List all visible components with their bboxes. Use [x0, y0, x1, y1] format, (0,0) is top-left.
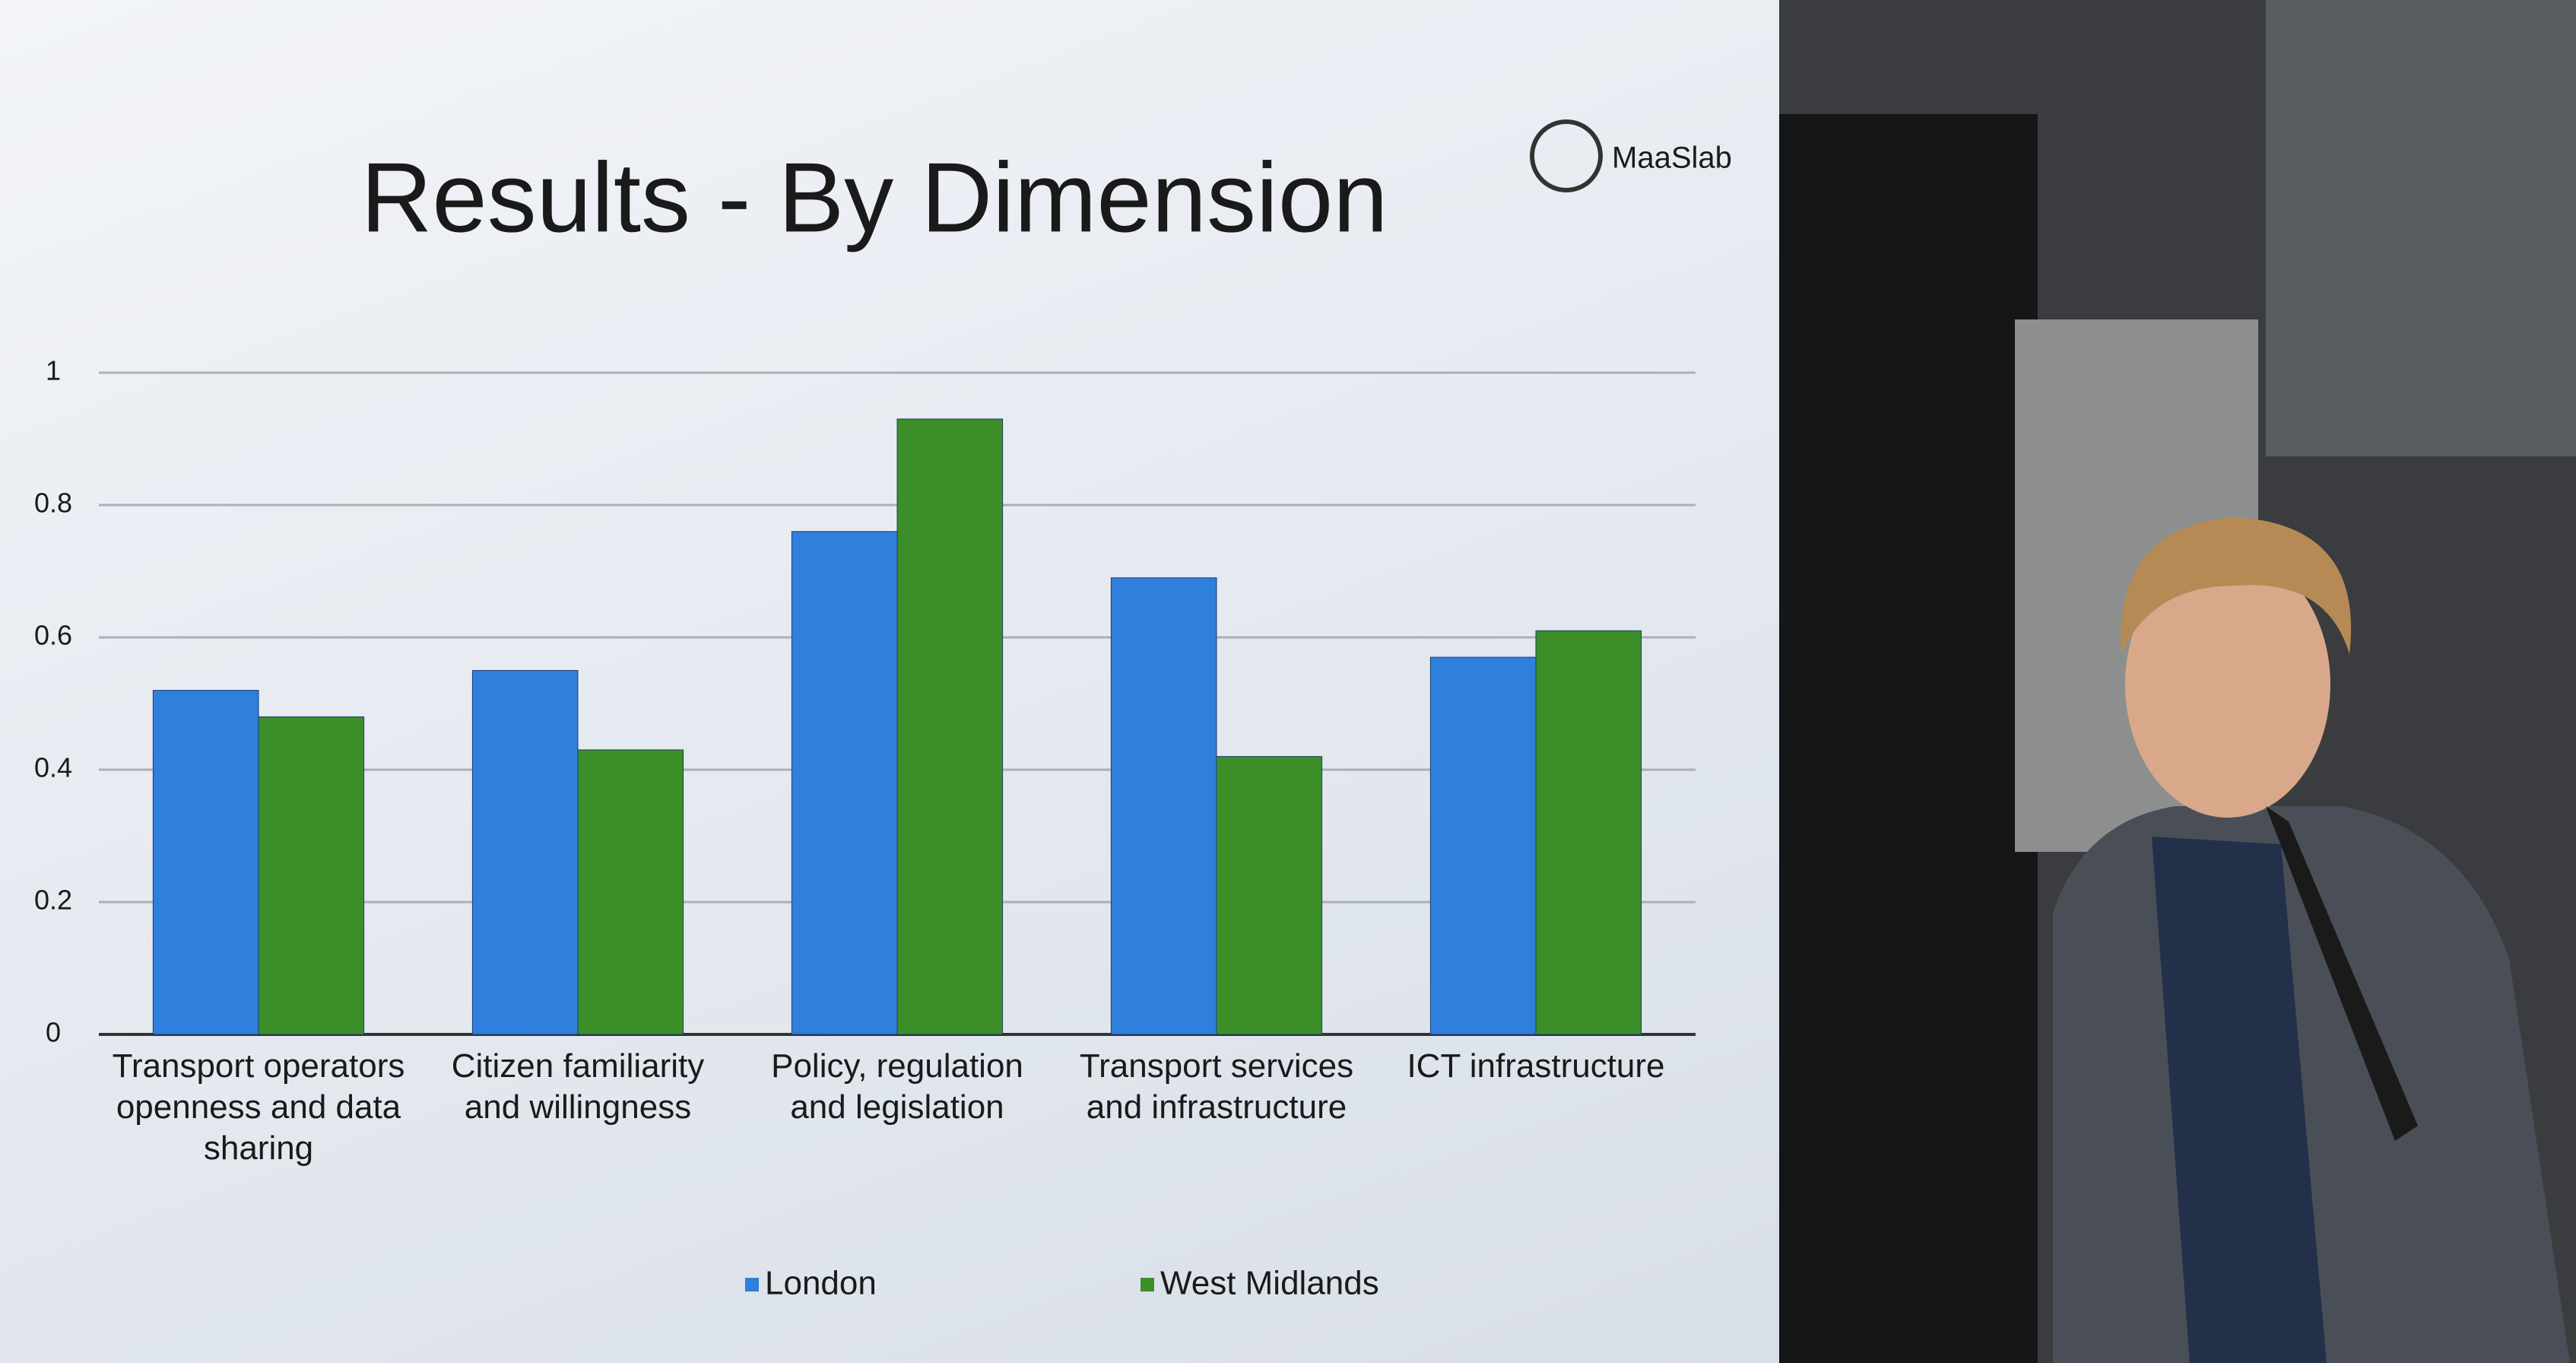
legend-label: London [765, 1265, 877, 1302]
slide: Results - By Dimension MaaSlab 0 0.2 0.4 0.… [0, 0, 1779, 1363]
y-tick-label: 0.8 [34, 488, 72, 519]
y-tick-label: 1 [46, 355, 61, 386]
bar [471, 670, 579, 1035]
logo-text: MaaSlab [1612, 141, 1732, 175]
bar [896, 418, 1004, 1035]
x-tick-label: Transport operators openness and data sh… [112, 1047, 405, 1167]
ceiling [2266, 0, 2576, 456]
bar [152, 690, 259, 1035]
y-tick-label: 0 [46, 1017, 61, 1048]
bar [1535, 630, 1642, 1035]
chart: Results - By Dimension MaaSlab 0 0.2 0.4 0.… [33, 119, 1732, 1302]
person-shirt [2152, 837, 2327, 1363]
person-hair [2121, 517, 2352, 654]
y-tick-label: 0.4 [34, 752, 72, 783]
x-tick-label: Policy, regulation and legislation [771, 1047, 1023, 1126]
legend-label: West Midlands [1160, 1265, 1379, 1302]
x-tick-label: Transport services and infrastructure [1079, 1047, 1354, 1126]
bar [258, 716, 365, 1035]
bar [1110, 577, 1217, 1035]
x-tick-label: Citizen familiarity and willingness [451, 1047, 705, 1126]
microphone [2266, 806, 2418, 1141]
bar [1216, 756, 1323, 1035]
bar [577, 749, 684, 1035]
logo-icon [1530, 119, 1603, 192]
bar [1429, 656, 1537, 1035]
bar [791, 531, 898, 1035]
y-tick-label: 0.2 [34, 885, 72, 916]
legend-swatch [745, 1278, 759, 1292]
person-head [2125, 551, 2330, 818]
y-tick-label: 0.6 [34, 620, 72, 651]
screen-frame [1779, 114, 2038, 1363]
legend-swatch [1140, 1278, 1154, 1292]
chart-title: Results - By Dimension [361, 141, 1388, 253]
x-tick-label: ICT infrastructure [1407, 1047, 1665, 1085]
